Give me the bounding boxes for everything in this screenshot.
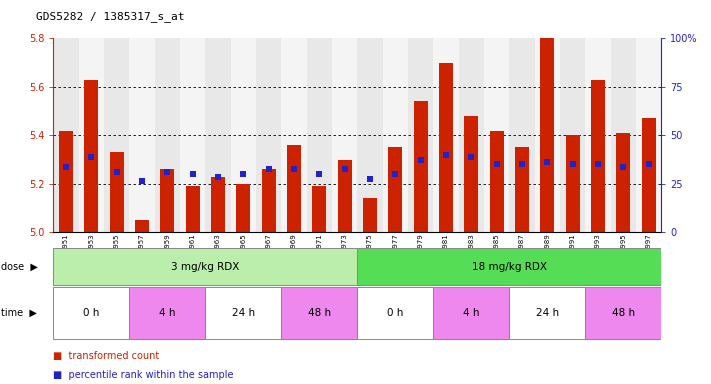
- Bar: [540, 38, 554, 232]
- Bar: [186, 186, 200, 232]
- Bar: [79, 38, 104, 232]
- Bar: [464, 116, 479, 232]
- Bar: [154, 38, 180, 232]
- Bar: [560, 38, 585, 232]
- Point: [288, 166, 299, 172]
- Bar: [585, 38, 611, 232]
- Bar: [135, 220, 149, 232]
- Bar: [180, 38, 205, 232]
- Text: dose  ▶: dose ▶: [1, 262, 38, 272]
- Point: [491, 161, 502, 167]
- Bar: [104, 38, 129, 232]
- Bar: [641, 118, 656, 232]
- Bar: [509, 287, 585, 339]
- Point: [339, 166, 351, 172]
- Bar: [282, 38, 306, 232]
- Point: [567, 161, 578, 167]
- Bar: [211, 177, 225, 232]
- Bar: [433, 38, 459, 232]
- Text: ■  transformed count: ■ transformed count: [53, 351, 159, 361]
- Bar: [363, 199, 377, 232]
- Text: 48 h: 48 h: [308, 308, 331, 318]
- Bar: [256, 38, 282, 232]
- Bar: [59, 131, 73, 232]
- Bar: [616, 133, 630, 232]
- Bar: [205, 287, 282, 339]
- Point: [187, 171, 198, 177]
- Point: [516, 161, 528, 167]
- Bar: [53, 287, 129, 339]
- Text: 18 mg/kg RDX: 18 mg/kg RDX: [472, 262, 547, 272]
- Point: [592, 161, 604, 167]
- Bar: [282, 287, 358, 339]
- Bar: [262, 169, 276, 232]
- Bar: [129, 38, 154, 232]
- Text: 0 h: 0 h: [83, 308, 100, 318]
- Bar: [439, 63, 453, 232]
- Point: [237, 171, 249, 177]
- Bar: [414, 101, 427, 232]
- Bar: [515, 147, 529, 232]
- Bar: [509, 38, 535, 232]
- Bar: [306, 38, 332, 232]
- Text: 4 h: 4 h: [463, 308, 479, 318]
- Bar: [408, 38, 433, 232]
- Bar: [566, 135, 579, 232]
- Text: 24 h: 24 h: [232, 308, 255, 318]
- Bar: [490, 131, 503, 232]
- Text: 24 h: 24 h: [535, 308, 559, 318]
- Bar: [109, 152, 124, 232]
- Bar: [383, 38, 408, 232]
- Bar: [236, 184, 250, 232]
- Point: [213, 174, 224, 180]
- Bar: [129, 287, 205, 339]
- Bar: [357, 248, 661, 285]
- Bar: [312, 186, 326, 232]
- Point: [60, 164, 72, 170]
- Bar: [591, 79, 605, 232]
- Point: [161, 169, 173, 175]
- Bar: [535, 38, 560, 232]
- Bar: [585, 287, 661, 339]
- Bar: [161, 169, 174, 232]
- Text: 48 h: 48 h: [611, 308, 635, 318]
- Text: time  ▶: time ▶: [1, 308, 37, 318]
- Bar: [388, 147, 402, 232]
- Bar: [230, 38, 256, 232]
- Bar: [205, 38, 230, 232]
- Point: [111, 169, 122, 175]
- Text: 0 h: 0 h: [387, 308, 403, 318]
- Bar: [287, 145, 301, 232]
- Bar: [53, 38, 79, 232]
- Point: [542, 159, 553, 165]
- Point: [466, 154, 477, 160]
- Point: [137, 178, 148, 184]
- Bar: [459, 38, 484, 232]
- Bar: [53, 248, 357, 285]
- Bar: [338, 160, 351, 232]
- Point: [440, 152, 451, 158]
- Bar: [433, 287, 509, 339]
- Point: [263, 166, 274, 172]
- Bar: [357, 287, 433, 339]
- Bar: [636, 38, 661, 232]
- Bar: [332, 38, 357, 232]
- Point: [364, 176, 375, 182]
- Text: 3 mg/kg RDX: 3 mg/kg RDX: [171, 262, 240, 272]
- Point: [85, 154, 97, 160]
- Text: GDS5282 / 1385317_s_at: GDS5282 / 1385317_s_at: [36, 12, 184, 22]
- Text: ■  percentile rank within the sample: ■ percentile rank within the sample: [53, 370, 234, 380]
- Bar: [85, 79, 98, 232]
- Point: [390, 171, 401, 177]
- Bar: [484, 38, 509, 232]
- Point: [314, 171, 325, 177]
- Point: [415, 157, 427, 163]
- Point: [618, 164, 629, 170]
- Point: [643, 161, 654, 167]
- Bar: [611, 38, 636, 232]
- Bar: [357, 38, 383, 232]
- Text: 4 h: 4 h: [159, 308, 176, 318]
